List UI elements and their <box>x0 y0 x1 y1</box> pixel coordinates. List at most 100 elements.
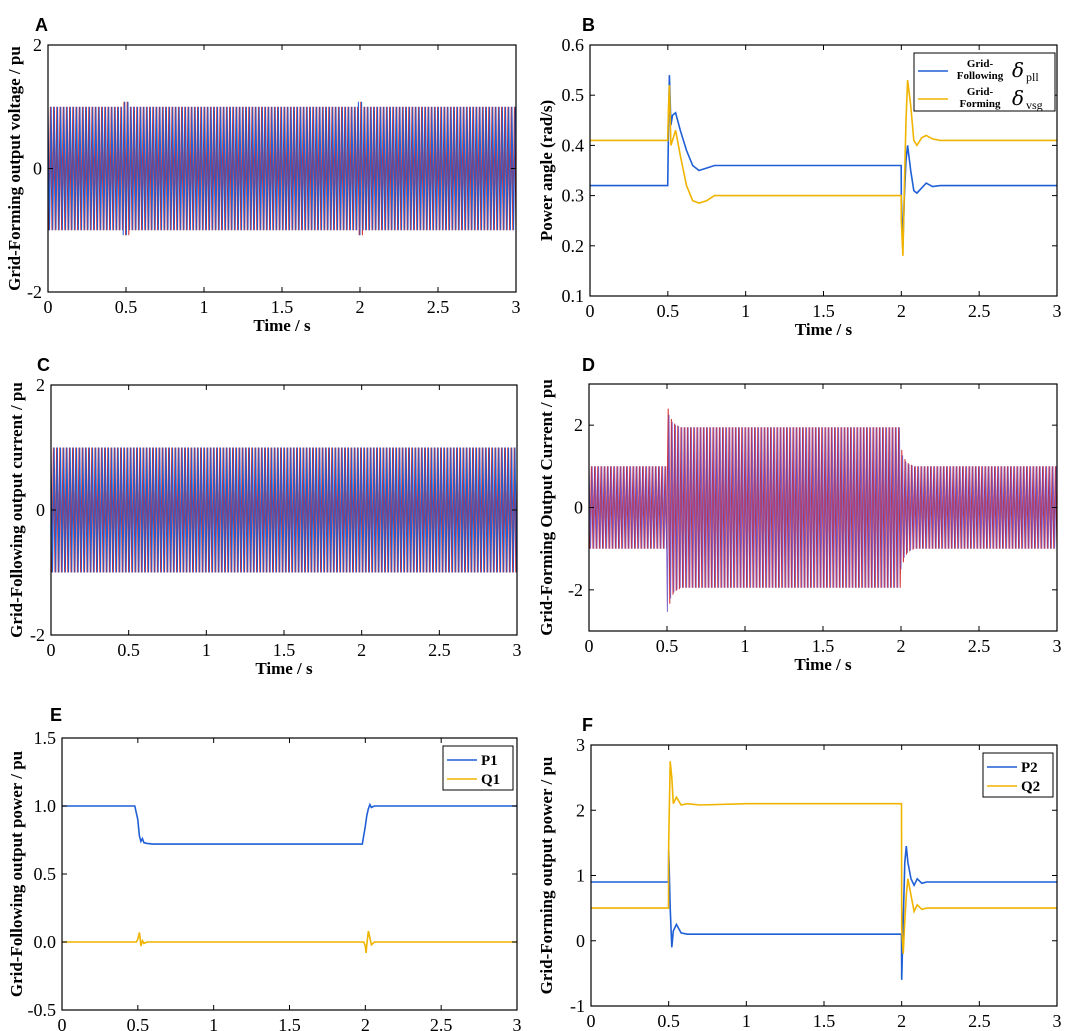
y-tick-label: -2 <box>568 580 583 600</box>
x-tick-label: 1.5 <box>812 301 835 321</box>
legend-label-line1: Grid- <box>967 86 994 98</box>
series-line-p2 <box>591 846 1057 980</box>
y-tick-label: 0 <box>576 931 585 951</box>
y-tick-label: -0.5 <box>28 1000 57 1020</box>
panel-label: B <box>582 15 595 35</box>
x-axis-label: Time / s <box>253 316 311 335</box>
x-axis-label: Time / s <box>255 659 313 678</box>
x-tick-label: 2 <box>897 636 906 656</box>
series-line-q1 <box>62 930 517 953</box>
x-tick-label: 1 <box>200 297 209 317</box>
plot-area <box>48 101 516 236</box>
x-tick-label: 2.5 <box>430 1015 453 1031</box>
legend-subscript: vsg <box>1026 98 1043 112</box>
y-tick-label: 0.5 <box>562 85 585 105</box>
panel-d: D 0 0.5 1 1.5 2 2.5 3 -2 0 2 Time / s Grid-Forming O… <box>537 355 1062 674</box>
legend-label: P1 <box>481 753 498 769</box>
x-tick-label: 0.5 <box>115 297 138 317</box>
y-tick-label: 0.1 <box>562 286 585 306</box>
x-tick-label: 0.5 <box>657 1011 680 1031</box>
panel-label: E <box>50 705 62 725</box>
x-tick-label: 0 <box>47 640 56 660</box>
signal-phase-blue <box>51 447 517 573</box>
legend-box <box>982 752 1054 798</box>
x-tick-label: 1.5 <box>271 297 294 317</box>
x-tick-label: 2.5 <box>968 1011 991 1031</box>
panel-f: F00.511.522.53-10123Time / sGrid-Forming… <box>537 715 1062 1031</box>
plot-area <box>589 408 1057 612</box>
panel-e: E00.511.522.53-0.50.00.51.01.5Time / sGr… <box>7 705 522 1031</box>
x-axis-label: Time / s <box>794 655 852 674</box>
series-line-p1 <box>62 802 517 845</box>
x-tick-label: 0 <box>587 1011 596 1031</box>
y-axis-label: Grid-Following output current / pu <box>7 382 26 638</box>
x-tick-label: 3 <box>1053 1011 1062 1031</box>
y-tick-label: 0.0 <box>34 932 57 952</box>
y-tick-label: -2 <box>27 282 42 302</box>
x-tick-label: 2 <box>897 1011 906 1031</box>
panel-b: B 0 0.5 1 1.5 2 2.5 3 0.1 0.2 0.3 0.4 0.5 0.6 Time / s… <box>537 15 1062 339</box>
x-tick-label: 2.5 <box>427 297 450 317</box>
x-tick-label: 3 <box>512 297 521 317</box>
x-tick-label: 2.5 <box>968 301 991 321</box>
x-tick-label: 0 <box>585 636 594 656</box>
legend-label: P2 <box>1021 760 1038 776</box>
plot-area <box>590 75 1057 256</box>
x-tick-label: 1.5 <box>278 1015 301 1031</box>
plot-area <box>51 447 517 573</box>
y-axis-label: Power angle (rad/s) <box>537 100 556 241</box>
x-axis-label: Time / s <box>795 320 853 339</box>
legend-label-line2: Forming <box>960 98 1001 110</box>
y-axis-label: Grid-Forming output power / pu <box>537 757 556 995</box>
x-tick-label: 1.5 <box>273 640 296 660</box>
signal-phase-blue <box>48 101 516 236</box>
legend-subscript: pll <box>1026 70 1039 84</box>
legend-box <box>913 52 1056 112</box>
x-tick-label: 2 <box>357 640 366 660</box>
x-tick-label: 0.5 <box>117 640 140 660</box>
legend-label-line2: Following <box>957 70 1004 82</box>
x-tick-label: 1 <box>741 301 750 321</box>
panel-label: C <box>37 355 50 375</box>
y-tick-label: 0.6 <box>562 35 585 55</box>
y-axis-label: Grid-Forming output voltage / pu <box>5 46 24 291</box>
y-tick-label: -2 <box>30 625 45 645</box>
x-tick-label: 3 <box>513 1015 522 1031</box>
x-tick-label: 0.5 <box>127 1015 150 1031</box>
y-tick-label: 0.2 <box>562 236 585 256</box>
x-tick-label: 1.5 <box>813 1011 836 1031</box>
plot-area <box>591 761 1057 980</box>
x-tick-label: 3 <box>1053 636 1062 656</box>
y-tick-label: 3 <box>576 735 585 755</box>
y-tick-label: 2 <box>574 415 583 435</box>
x-tick-label: 0.5 <box>656 636 679 656</box>
y-tick-label: 1.5 <box>34 728 57 748</box>
y-tick-label: 0 <box>574 498 583 518</box>
y-tick-label: 0.3 <box>562 186 585 206</box>
y-tick-label: 0 <box>36 500 45 520</box>
y-axis-label: Grid-Forming Output Current / pu <box>537 379 556 636</box>
y-tick-label: 0 <box>33 159 42 179</box>
y-tick-label: 2 <box>36 375 45 395</box>
x-tick-label: 0 <box>44 297 53 317</box>
x-tick-label: 1.5 <box>812 636 835 656</box>
signal-phase-blue <box>589 414 1057 612</box>
x-tick-label: 2.5 <box>968 636 991 656</box>
x-tick-label: 3 <box>1053 301 1062 321</box>
x-tick-label: 2.5 <box>428 640 451 660</box>
x-tick-label: 0 <box>58 1015 67 1031</box>
x-tick-label: 1 <box>209 1015 218 1031</box>
y-tick-label: 2 <box>576 800 585 820</box>
y-axis-label: Grid-Following output power / pu <box>7 751 26 997</box>
series-line-grid-following-pll <box>590 75 1057 246</box>
x-tick-label: 1 <box>741 636 750 656</box>
series-line-grid-forming-vsg <box>590 80 1057 256</box>
y-tick-label: 1 <box>576 866 585 886</box>
y-tick-label: 2 <box>33 35 42 55</box>
